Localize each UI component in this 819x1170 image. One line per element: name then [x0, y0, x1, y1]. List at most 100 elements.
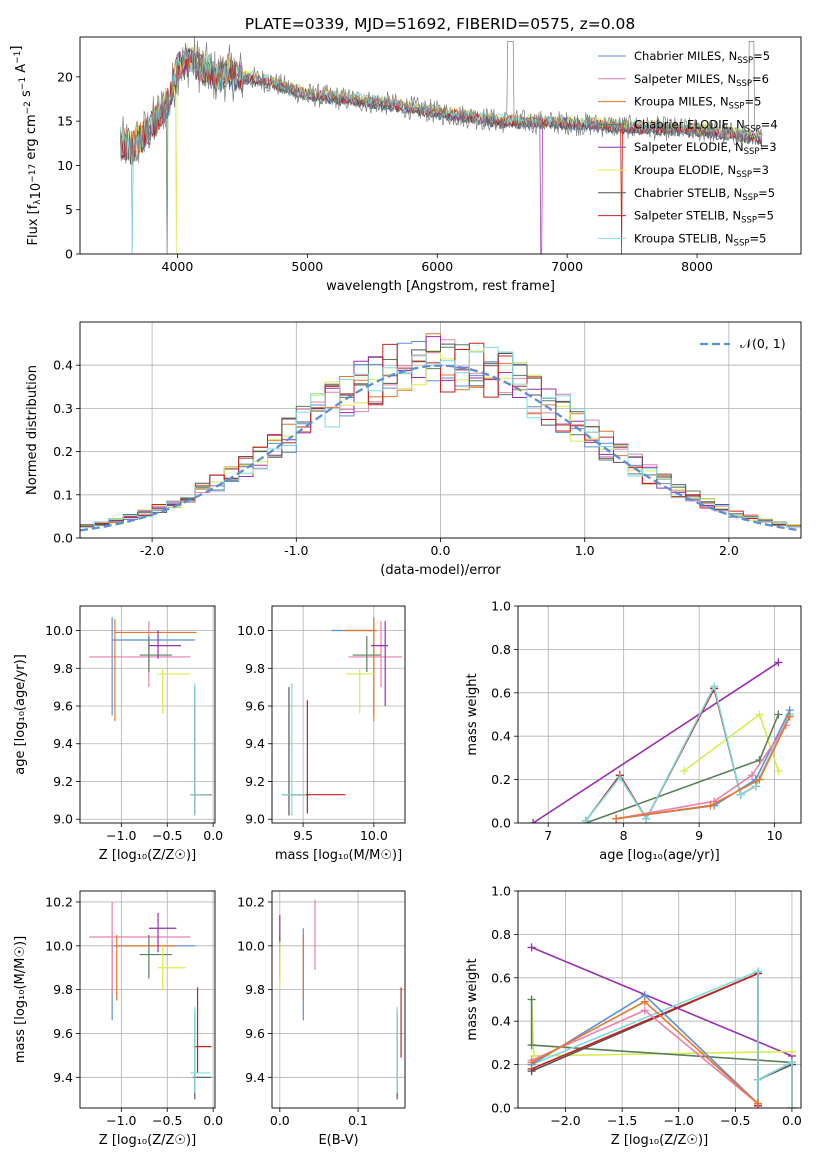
- figure-title: PLATE=0339, MJD=51692, FIBERID=0575, z=0…: [245, 15, 635, 33]
- weight-point-kroupa-stelib: [642, 814, 651, 823]
- x-tick-label: 0.0: [203, 828, 223, 843]
- legend-n-value: =3: [760, 140, 777, 154]
- y-tick-label: 0.0: [491, 816, 511, 831]
- y-tick-label: 9.6: [245, 1026, 265, 1041]
- weight-point-kroupa-stelib: [787, 1104, 796, 1108]
- axes-frame: [517, 605, 802, 824]
- weight-point-kroupa-miles: [706, 801, 715, 810]
- x-axis-label: E(B-V): [318, 1133, 358, 1148]
- x-tick-label: −0.5: [152, 1113, 182, 1128]
- y-axis-label-part: −17: [28, 164, 38, 183]
- y-tick-label: 10.2: [237, 894, 265, 909]
- axes-frame: [271, 890, 406, 1109]
- legend-subscript: SSP: [742, 193, 758, 203]
- axes-frame: [79, 605, 216, 824]
- legend-model-name: Chabrier STELIB, N: [634, 186, 742, 200]
- legend-subscript: SSP: [736, 79, 752, 89]
- plot-area-massweight-vs-Z: [527, 943, 796, 1108]
- y-tick-label: 0.1: [53, 487, 73, 502]
- y-tick-label: 0.6: [491, 970, 511, 985]
- plot-area-mass-vs-Z: [89, 901, 212, 1100]
- y-tick-label: 15: [57, 114, 73, 129]
- x-tick-label: -1.0: [284, 543, 308, 558]
- weight-line-kroupa-stelib: [585, 684, 791, 822]
- y-tick-label: 0.3: [53, 401, 73, 416]
- legend-subscript: SSP: [745, 124, 761, 134]
- weight-line-chabrier-stelib: [585, 686, 791, 822]
- y-tick-label: 9.4: [53, 1070, 73, 1085]
- weight-point-kroupa-elodie: [787, 1047, 796, 1056]
- y-tick-label: 9.0: [53, 812, 73, 827]
- y-tick-label: 0.6: [491, 685, 511, 700]
- plot-area-spectrum: [119, 37, 763, 254]
- legend-model-name: Salpeter ELODIE, N: [634, 140, 744, 154]
- x-axis-label: wavelength [Angstrom, rest frame]: [326, 279, 555, 294]
- x-axis-label: Z [log₁₀(Z/Z☉)]: [99, 848, 196, 863]
- y-tick-label: 10.0: [45, 623, 73, 638]
- x-axis-label: Z [log₁₀(Z/Z☉)]: [611, 1133, 708, 1148]
- legend-subscript: SSP: [744, 147, 760, 157]
- y-axis-label-part: A: [14, 64, 29, 77]
- weight-point-kroupa-miles: [755, 775, 764, 784]
- histogram-kroupa-elodie: [80, 350, 801, 526]
- legend-label-salpeter-stelib: Salpeter STELIB, NSSP=5: [634, 209, 774, 226]
- legend-subscript: SSP: [734, 238, 750, 248]
- weight-point-chabrier-elodie: [527, 995, 536, 1004]
- x-tick-label: 0.0: [782, 1113, 802, 1128]
- axes-residual-histogram: -2.0 -1.0 0.0 1.0 2.0 0.0 0.1 0.2 0.3 0.4 (data-mo…: [25, 321, 802, 578]
- y-tick-label: 9.2: [53, 774, 73, 789]
- y-tick-label: 10.0: [237, 938, 265, 953]
- histogram-kroupa-stelib: [80, 346, 801, 528]
- y-axis-label-part: −1: [13, 51, 23, 64]
- legend-n-value: =5: [757, 209, 774, 223]
- axes-frame: [271, 605, 406, 824]
- y-tick-label: 1.0: [491, 599, 511, 614]
- y-axis-label: mass weight: [465, 958, 480, 1040]
- x-tick-label: 6000: [421, 259, 453, 274]
- legend-label-salpeter-miles: Salpeter MILES, NSSP=6: [634, 72, 769, 89]
- weight-line-salpeter-stelib: [585, 686, 791, 822]
- y-tick-label: 0.4: [53, 358, 73, 373]
- axes-massweight-vs-age: 7 8 9 10 0.0 0.2 0.4 0.6 0.8 1.0 age [log₁₀(age/yr…: [465, 599, 802, 863]
- y-axis-label: mass weight: [465, 673, 480, 755]
- plot-area-massweight-vs-age: [529, 658, 794, 823]
- x-tick-label: −0.5: [152, 828, 182, 843]
- y-tick-label: 20: [57, 69, 73, 84]
- axes-frame: [517, 890, 802, 1109]
- y-axis-label: Normed distribution: [25, 365, 40, 495]
- x-tick-label: 0.1: [348, 1113, 368, 1128]
- axes-mass-vs-Z: −1.0 −0.5 0.0 9.4 9.6 9.8 10.0 10.2 Z [log₁₀(Z/Z…: [13, 890, 223, 1148]
- x-axis-label: age [log₁₀(age/yr)]: [599, 848, 720, 863]
- plot-area-residual-histogram: [80, 333, 801, 532]
- axes-massweight-vs-Z: −2.0 −1.5 −1.0 −0.5 0.0 0.0 0.2 0.4 0.6 0.8 1.0 Z […: [465, 884, 802, 1149]
- y-axis-label-part: Flux [f: [26, 204, 41, 245]
- plot-area-age-vs-Z: [89, 617, 212, 816]
- y-tick-label: 0: [65, 247, 73, 262]
- x-tick-label: 8: [620, 828, 628, 843]
- y-tick-label: 9.4: [245, 1070, 265, 1085]
- weight-point-kroupa-stelib: [753, 967, 762, 976]
- x-tick-label: −1.5: [607, 1113, 637, 1128]
- axes-mass-vs-EBV: 0.0 0.1 9.4 9.6 9.8 10.0 10.2 E(B-V): [237, 890, 406, 1148]
- y-axis-label-part: erg cm: [24, 114, 39, 163]
- y-tick-label: 9.4: [245, 736, 265, 751]
- y-tick-label: 9.8: [245, 661, 265, 676]
- y-axis-label-part: 10: [29, 183, 44, 200]
- weight-point-salpeter-elodie: [529, 819, 538, 823]
- y-axis-label-part: −2: [23, 101, 33, 114]
- legend-subscript: SSP: [737, 56, 753, 66]
- weight-point-chabrier-elodie: [527, 1041, 536, 1050]
- x-tick-label: 0.0: [431, 543, 451, 558]
- weight-point-kroupa-miles: [527, 1058, 536, 1067]
- weight-line-salpeter-elodie: [532, 661, 779, 823]
- weight-point-kroupa-stelib: [753, 1075, 762, 1084]
- y-tick-label: 9.2: [245, 774, 265, 789]
- legend-n-value: =5: [758, 186, 775, 200]
- legend-model-name: Chabrier MILES, N: [634, 49, 737, 63]
- legend-label-kroupa-stelib: Kroupa STELIB, NSSP=5: [634, 231, 766, 248]
- x-axis-label: Z [log₁₀(Z/Z☉)]: [99, 1133, 196, 1148]
- weight-point-kroupa-elodie: [755, 710, 764, 719]
- y-tick-label: 0.8: [491, 642, 511, 657]
- legend-model-name: Kroupa ELODIE, N: [634, 163, 736, 177]
